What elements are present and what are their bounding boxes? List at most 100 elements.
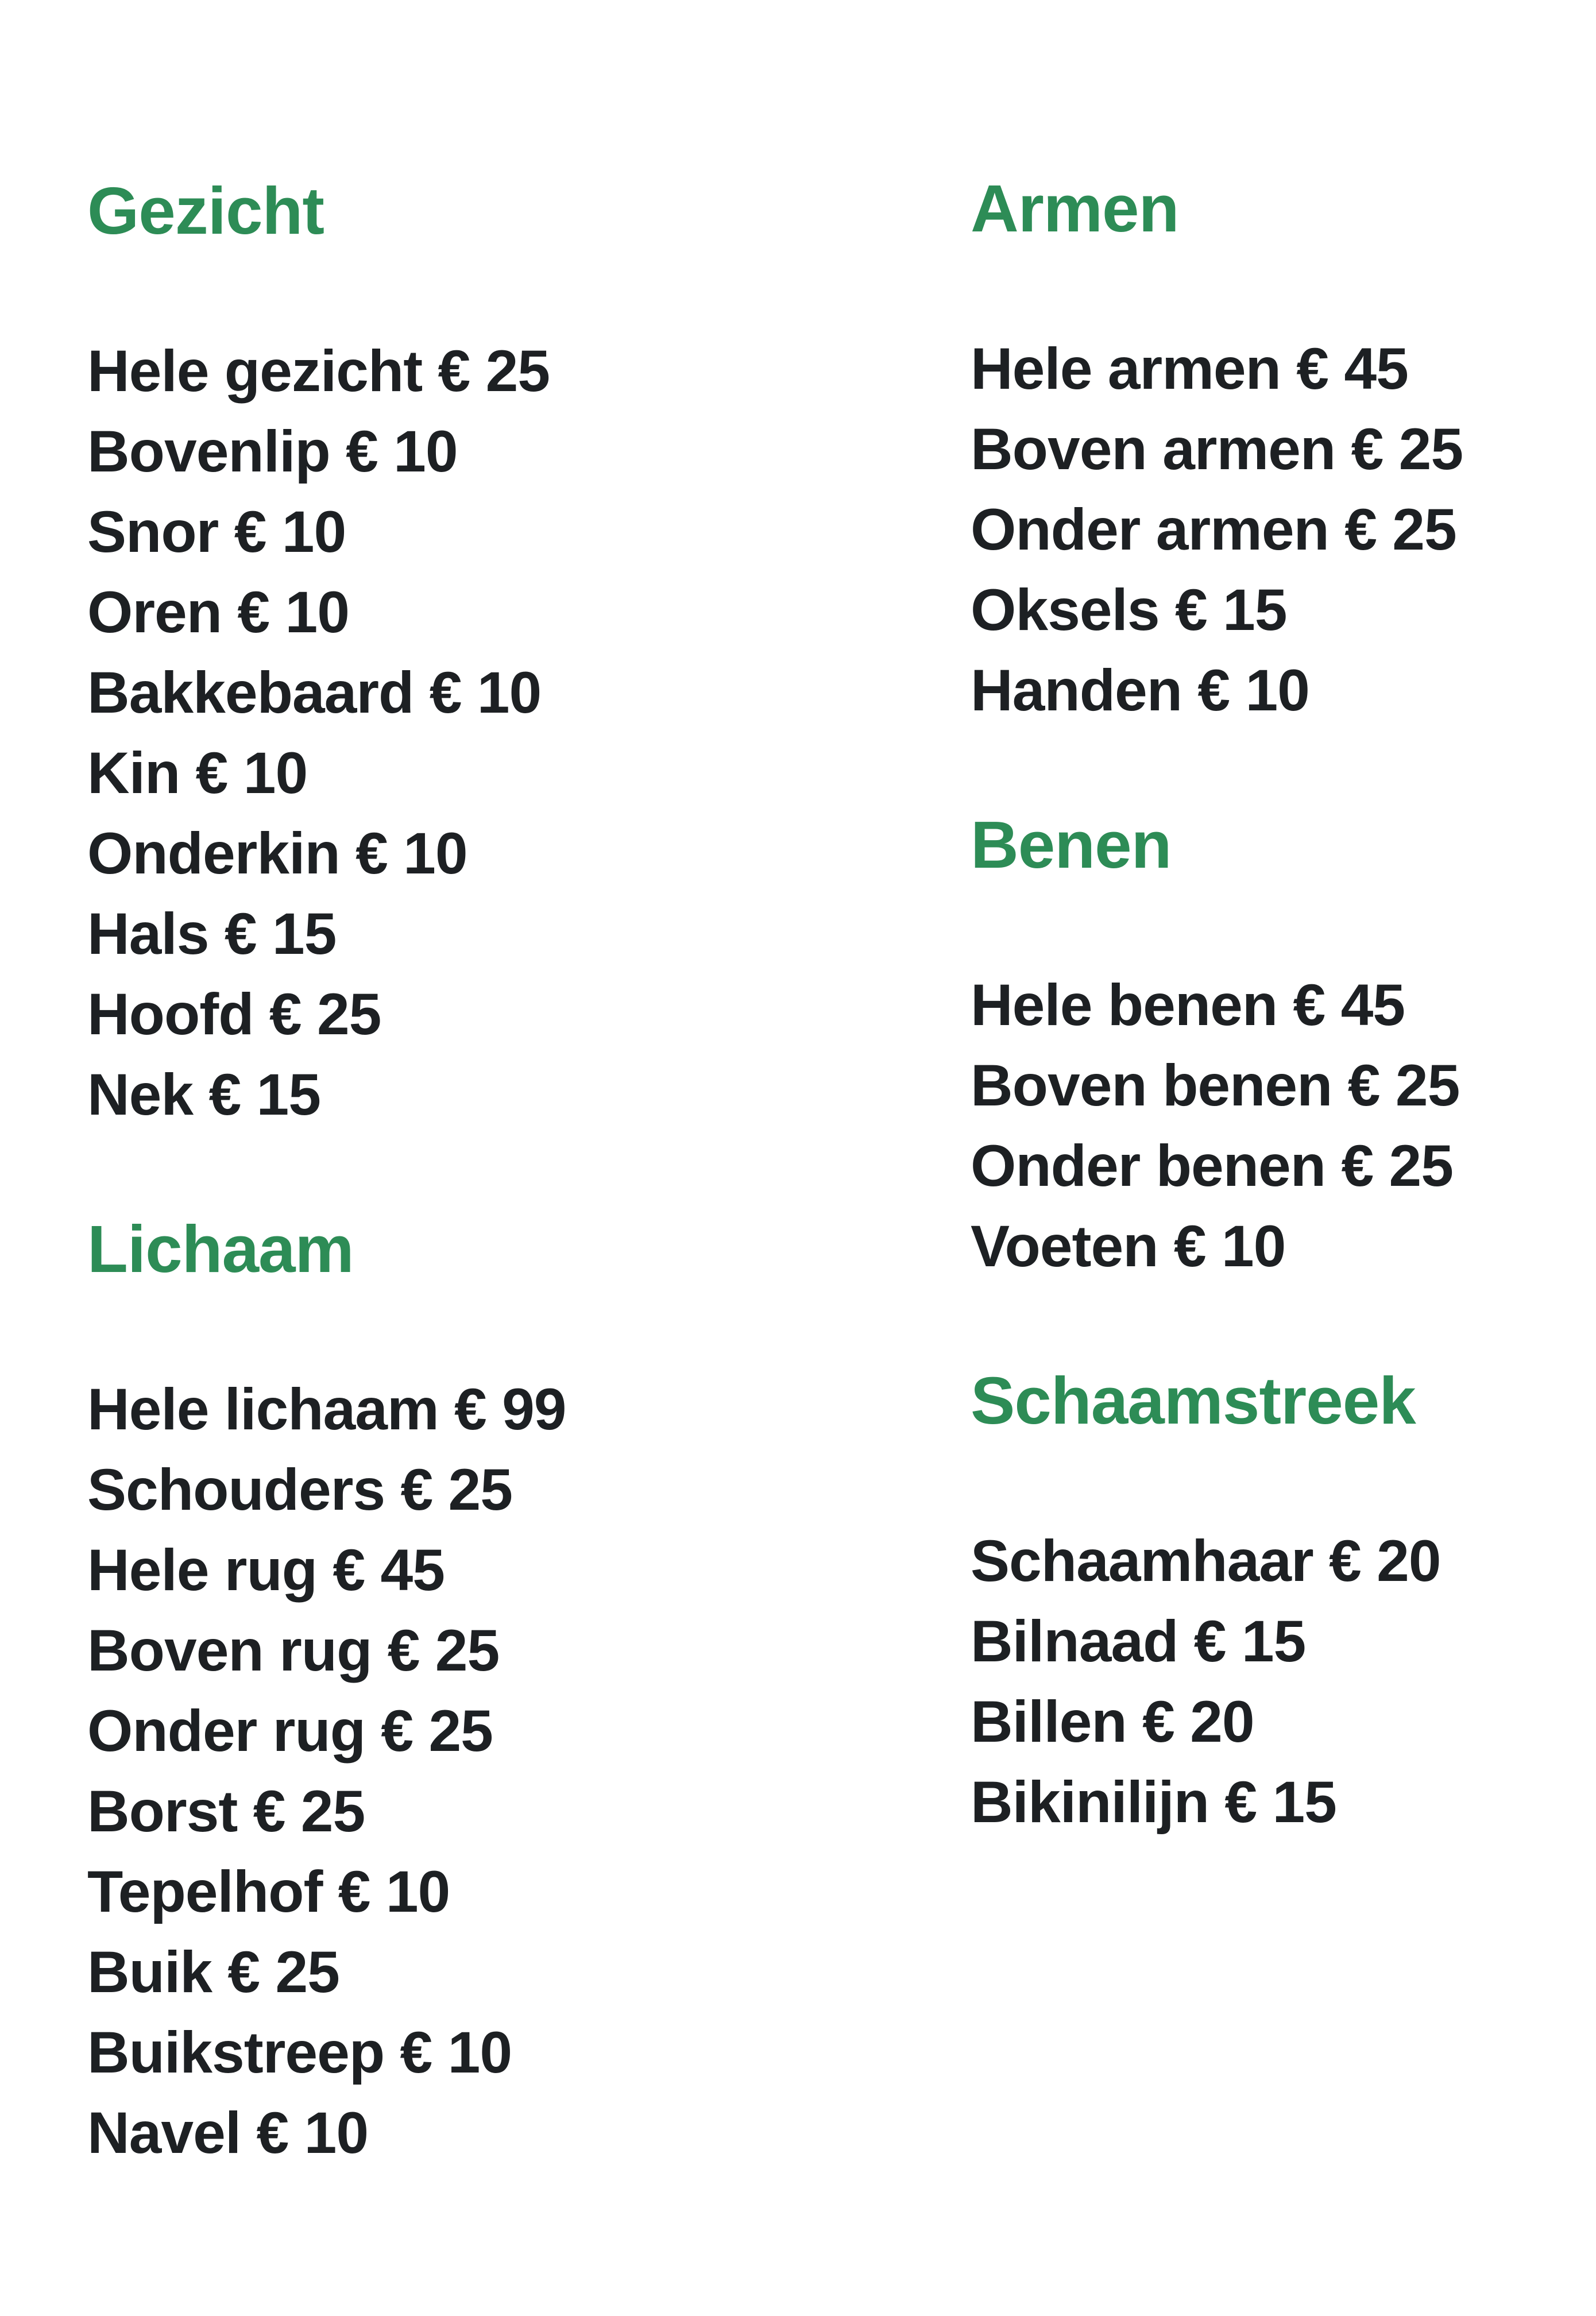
- price-item: Nek € 15: [87, 1054, 891, 1135]
- item-name: Hele benen: [971, 972, 1278, 1038]
- item-name: Tepelhof: [87, 1859, 323, 1924]
- item-price: € 15: [224, 901, 337, 966]
- price-item: Hele gezicht € 25: [87, 331, 891, 411]
- item-name: Oren: [87, 579, 222, 645]
- item-name: Schouders: [87, 1457, 385, 1522]
- price-item: Hele lichaam € 99: [87, 1369, 891, 1449]
- price-section: Schaamstreek Schaamhaar € 20 Bilnaad € 1…: [971, 1367, 1574, 1842]
- price-item: Billen € 20: [971, 1681, 1574, 1762]
- price-item: Hals € 15: [87, 894, 891, 974]
- item-price: € 45: [1296, 336, 1409, 401]
- item-name: Bikinilijn: [971, 1769, 1209, 1835]
- price-item: Hoofd € 25: [87, 974, 891, 1054]
- price-item-list: Hele benen € 45 Boven benen € 25 Onder b…: [971, 965, 1574, 1286]
- item-price: € 25: [1344, 497, 1457, 562]
- item-price: € 15: [1174, 577, 1288, 643]
- item-name: Buikstreep: [87, 2020, 385, 2085]
- item-price: € 10: [256, 2100, 369, 2166]
- item-price: € 25: [387, 1618, 500, 1683]
- price-item: Tepelhof € 10: [87, 1851, 891, 1932]
- item-name: Voeten: [971, 1213, 1158, 1279]
- price-section: Armen Hele armen € 45 Boven armen € 25 O…: [971, 175, 1574, 730]
- item-name: Hele armen: [971, 336, 1281, 401]
- price-item: Bakkebaard € 10: [87, 652, 891, 733]
- section-title: Gezicht: [87, 173, 324, 248]
- item-name: Bilnaad: [971, 1609, 1178, 1674]
- column-right: Armen Hele armen € 45 Boven armen € 25 O…: [971, 175, 1574, 1842]
- item-price: € 10: [1197, 658, 1310, 723]
- item-name: Hele rug: [87, 1537, 318, 1603]
- item-price: € 20: [1142, 1689, 1255, 1754]
- item-name: Onder armen: [971, 497, 1330, 562]
- item-price: € 20: [1329, 1528, 1442, 1594]
- section-title: Schaamstreek: [971, 1363, 1416, 1438]
- price-item-list: Hele lichaam € 99 Schouders € 25 Hele ru…: [87, 1369, 891, 2173]
- price-item: Handen € 10: [971, 650, 1574, 730]
- item-price: € 10: [338, 1859, 451, 1924]
- item-name: Onderkin: [87, 821, 341, 886]
- price-item: Boven benen € 25: [971, 1045, 1574, 1126]
- item-name: Navel: [87, 2100, 241, 2166]
- price-item: Bilnaad € 15: [971, 1601, 1574, 1681]
- price-item: Hele rug € 45: [87, 1530, 891, 1610]
- item-price: € 25: [269, 981, 382, 1047]
- price-item: Hele armen € 45: [971, 328, 1574, 409]
- item-price: € 10: [1173, 1213, 1286, 1279]
- item-price: € 10: [237, 579, 350, 645]
- price-item: Boven armen € 25: [971, 409, 1574, 489]
- price-item: Hele benen € 45: [971, 965, 1574, 1045]
- price-item: Onder benen € 25: [971, 1126, 1574, 1206]
- item-price: € 45: [1293, 972, 1406, 1038]
- item-price: € 10: [346, 419, 458, 484]
- item-price: € 25: [1351, 416, 1464, 482]
- item-price: € 10: [195, 740, 308, 806]
- item-price: € 25: [438, 338, 551, 404]
- price-item: Onder rug € 25: [87, 1691, 891, 1771]
- section-title: Benen: [971, 807, 1172, 882]
- price-item-list: Hele armen € 45 Boven armen € 25 Onder a…: [971, 328, 1574, 730]
- item-name: Schaamhaar: [971, 1528, 1314, 1594]
- item-price: € 25: [400, 1457, 513, 1522]
- item-price: € 45: [333, 1537, 445, 1603]
- price-item: Kin € 10: [87, 733, 891, 813]
- item-name: Boven rug: [87, 1618, 372, 1683]
- item-name: Bovenlip: [87, 419, 331, 484]
- item-price: € 10: [429, 660, 542, 725]
- item-name: Snor: [87, 499, 219, 564]
- price-item: Onder armen € 25: [971, 489, 1574, 570]
- price-item: Oksels € 15: [971, 570, 1574, 650]
- item-name: Kin: [87, 740, 180, 806]
- item-name: Nek: [87, 1062, 194, 1127]
- item-price: € 10: [355, 821, 468, 886]
- price-item: Navel € 10: [87, 2093, 891, 2173]
- item-price: € 25: [1347, 1053, 1460, 1118]
- item-price: € 15: [1224, 1769, 1337, 1835]
- price-item: Voeten € 10: [971, 1206, 1574, 1286]
- item-name: Boven benen: [971, 1053, 1332, 1118]
- price-item: Buikstreep € 10: [87, 2012, 891, 2093]
- price-item: Onderkin € 10: [87, 813, 891, 894]
- price-section: Gezicht Hele gezicht € 25 Bovenlip € 10 …: [87, 177, 891, 1135]
- section-title: Lichaam: [87, 1212, 354, 1286]
- price-item: Oren € 10: [87, 572, 891, 652]
- price-item-list: Hele gezicht € 25 Bovenlip € 10 Snor € 1…: [87, 331, 891, 1135]
- price-item: Bikinilijn € 15: [971, 1762, 1574, 1842]
- item-name: Buik: [87, 1939, 212, 2005]
- item-name: Onder rug: [87, 1698, 366, 1764]
- item-name: Handen: [971, 658, 1182, 723]
- price-section: Benen Hele benen € 45 Boven benen € 25 O…: [971, 811, 1574, 1286]
- item-price: € 10: [400, 2020, 513, 2085]
- price-item: Schaamhaar € 20: [971, 1521, 1574, 1601]
- item-price: € 25: [381, 1698, 493, 1764]
- item-name: Bakkebaard: [87, 660, 414, 725]
- section-title: Armen: [971, 171, 1179, 246]
- price-item: Boven rug € 25: [87, 1610, 891, 1691]
- column-left: Gezicht Hele gezicht € 25 Bovenlip € 10 …: [87, 177, 891, 2173]
- item-name: Oksels: [971, 577, 1160, 643]
- price-item: Borst € 25: [87, 1771, 891, 1851]
- item-name: Borst: [87, 1778, 238, 1844]
- price-item: Schouders € 25: [87, 1449, 891, 1530]
- item-name: Billen: [971, 1689, 1127, 1754]
- price-item: Snor € 10: [87, 492, 891, 572]
